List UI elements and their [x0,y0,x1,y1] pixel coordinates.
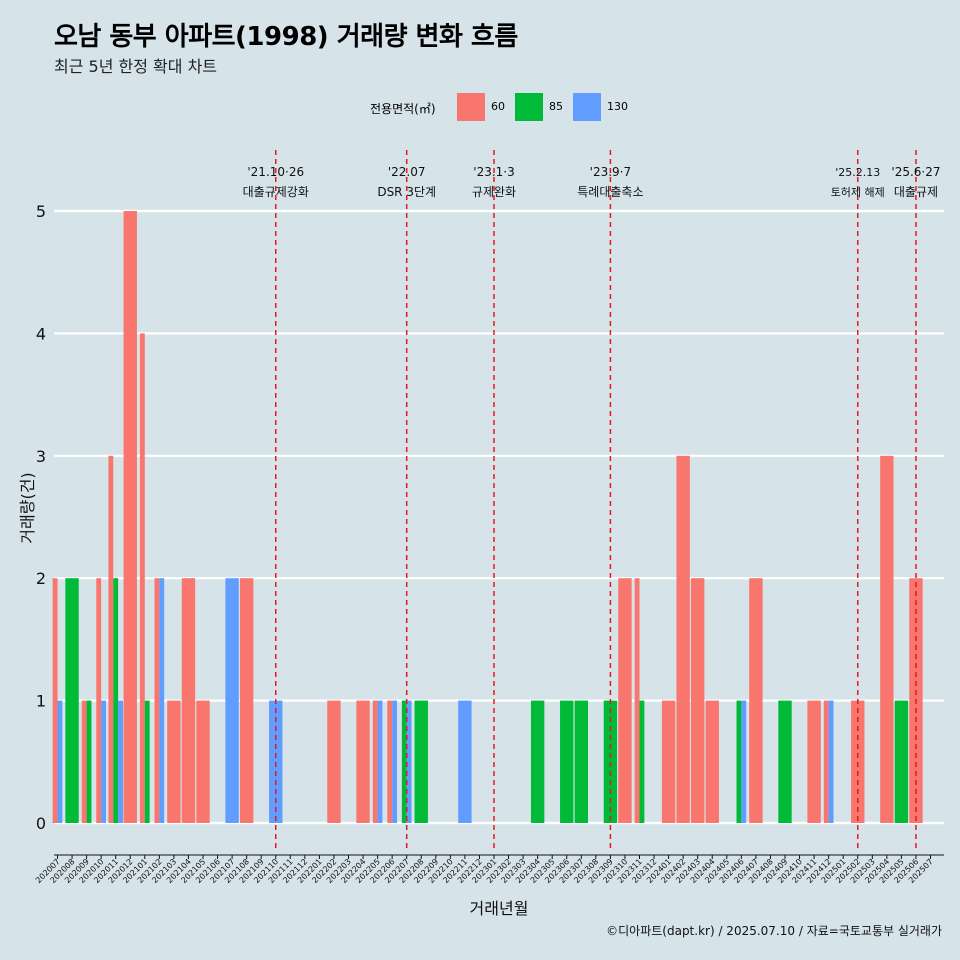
bar-130-202205 [377,700,383,823]
event-label: 규제완화 [472,185,516,199]
bar-60-202404 [705,700,719,823]
bar-130-202412 [828,700,834,823]
bar-130-202207 [406,700,412,823]
event-label: 대출규제강화 [243,185,309,199]
legend-label-60: 60 [491,100,505,113]
bar-60-202310 [618,578,632,823]
bar-85-202009 [86,700,92,823]
bar-60-202007 [52,578,58,823]
bar-60-202101 [139,333,145,823]
chart-subtitle: 최근 5년 한정 확대 차트 [54,57,218,76]
bar-130-202102 [159,578,165,823]
bar-60-202010 [96,578,102,823]
bar-60-202311 [634,578,640,823]
event-date: '22.07 [388,165,426,179]
bar-130-202007 [57,700,63,823]
event-date: '23.9·7 [590,165,631,179]
bar-60-202403 [691,578,705,823]
bar-85-202008 [65,578,79,823]
legend-key-85 [515,93,543,121]
y-tick-label: 5 [36,202,46,221]
bar-60-202401 [661,700,676,823]
chart-title: 오남 동부 아파트(1998) 거래량 변화 흐름 [54,22,518,52]
y-axis-title: 거래량(건) [18,472,37,543]
y-tick-label: 4 [36,324,46,343]
bar-60-202105 [196,700,210,823]
bar-85-202307 [574,700,588,823]
bar-60-202411 [807,700,821,823]
legend-title: 전용면적(㎡) [370,102,436,116]
bar-85-202406 [736,700,742,823]
bar-60-202011 [108,455,114,823]
bar-60-202012 [123,211,137,823]
bar-85-202101 [144,700,150,823]
bar-130-202011 [118,700,123,823]
bar-60-202412 [823,700,829,823]
bar-60-202202 [327,700,341,823]
bar-130-202406 [741,700,747,823]
legend-key-60 [457,93,485,121]
bar-130-202107 [225,578,239,823]
bar-60-202205 [372,700,378,823]
bar-130-202206 [392,700,397,823]
bar-60-202402 [676,455,690,823]
bar-60-202102 [154,578,160,823]
bar-60-202104 [181,578,196,823]
event-label: DSR 3단계 [377,185,436,199]
bar-60-202502 [851,700,865,823]
bar-85-202306 [560,700,574,823]
bar-130-202211 [458,700,472,823]
y-tick-label: 3 [36,447,46,466]
y-tick-label: 0 [36,814,46,833]
bar-85-202311 [639,700,645,823]
x-axis-title: 거래년월 [470,899,529,918]
bar-85-202505 [894,700,909,823]
bar-60-202009 [81,700,87,823]
y-tick-label: 1 [36,692,46,711]
bar-60-202407 [749,578,763,823]
bar-130-202110 [269,700,283,823]
legend-label-130: 130 [607,100,628,113]
legend-key-130 [573,93,601,121]
bar-85-202409 [778,700,792,823]
bar-85-202207 [401,700,407,823]
legend-label-85: 85 [549,100,563,113]
bar-85-202309 [603,700,618,823]
bar-60-202204 [356,700,370,823]
source-caption: ©디아파트(dapt.kr) / 2025.07.10 / 자료=국토교통부 실… [606,924,942,938]
bar-60-202108 [239,578,254,823]
event-label: 대출규제 [894,185,938,199]
bar-60-202206 [387,700,393,823]
bar-60-202103 [167,700,181,823]
bar-130-202010 [101,700,106,823]
event-date: '25.6·27 [891,165,940,179]
event-label: 토허제 해제 [831,185,885,199]
event-date: '21.10·26 [247,165,304,179]
legend: 전용면적(㎡) 60 85 130 [0,93,960,123]
bar-60-202504 [880,455,894,823]
bar-85-202208 [414,700,428,823]
bar-85-202304 [530,700,545,823]
bar-85-202011 [113,578,119,823]
y-tick-label: 2 [36,569,46,588]
event-date: '23.1·3 [473,165,514,179]
event-label: 특례대출축소 [577,185,643,199]
event-date: '25.2.13 [835,166,880,179]
